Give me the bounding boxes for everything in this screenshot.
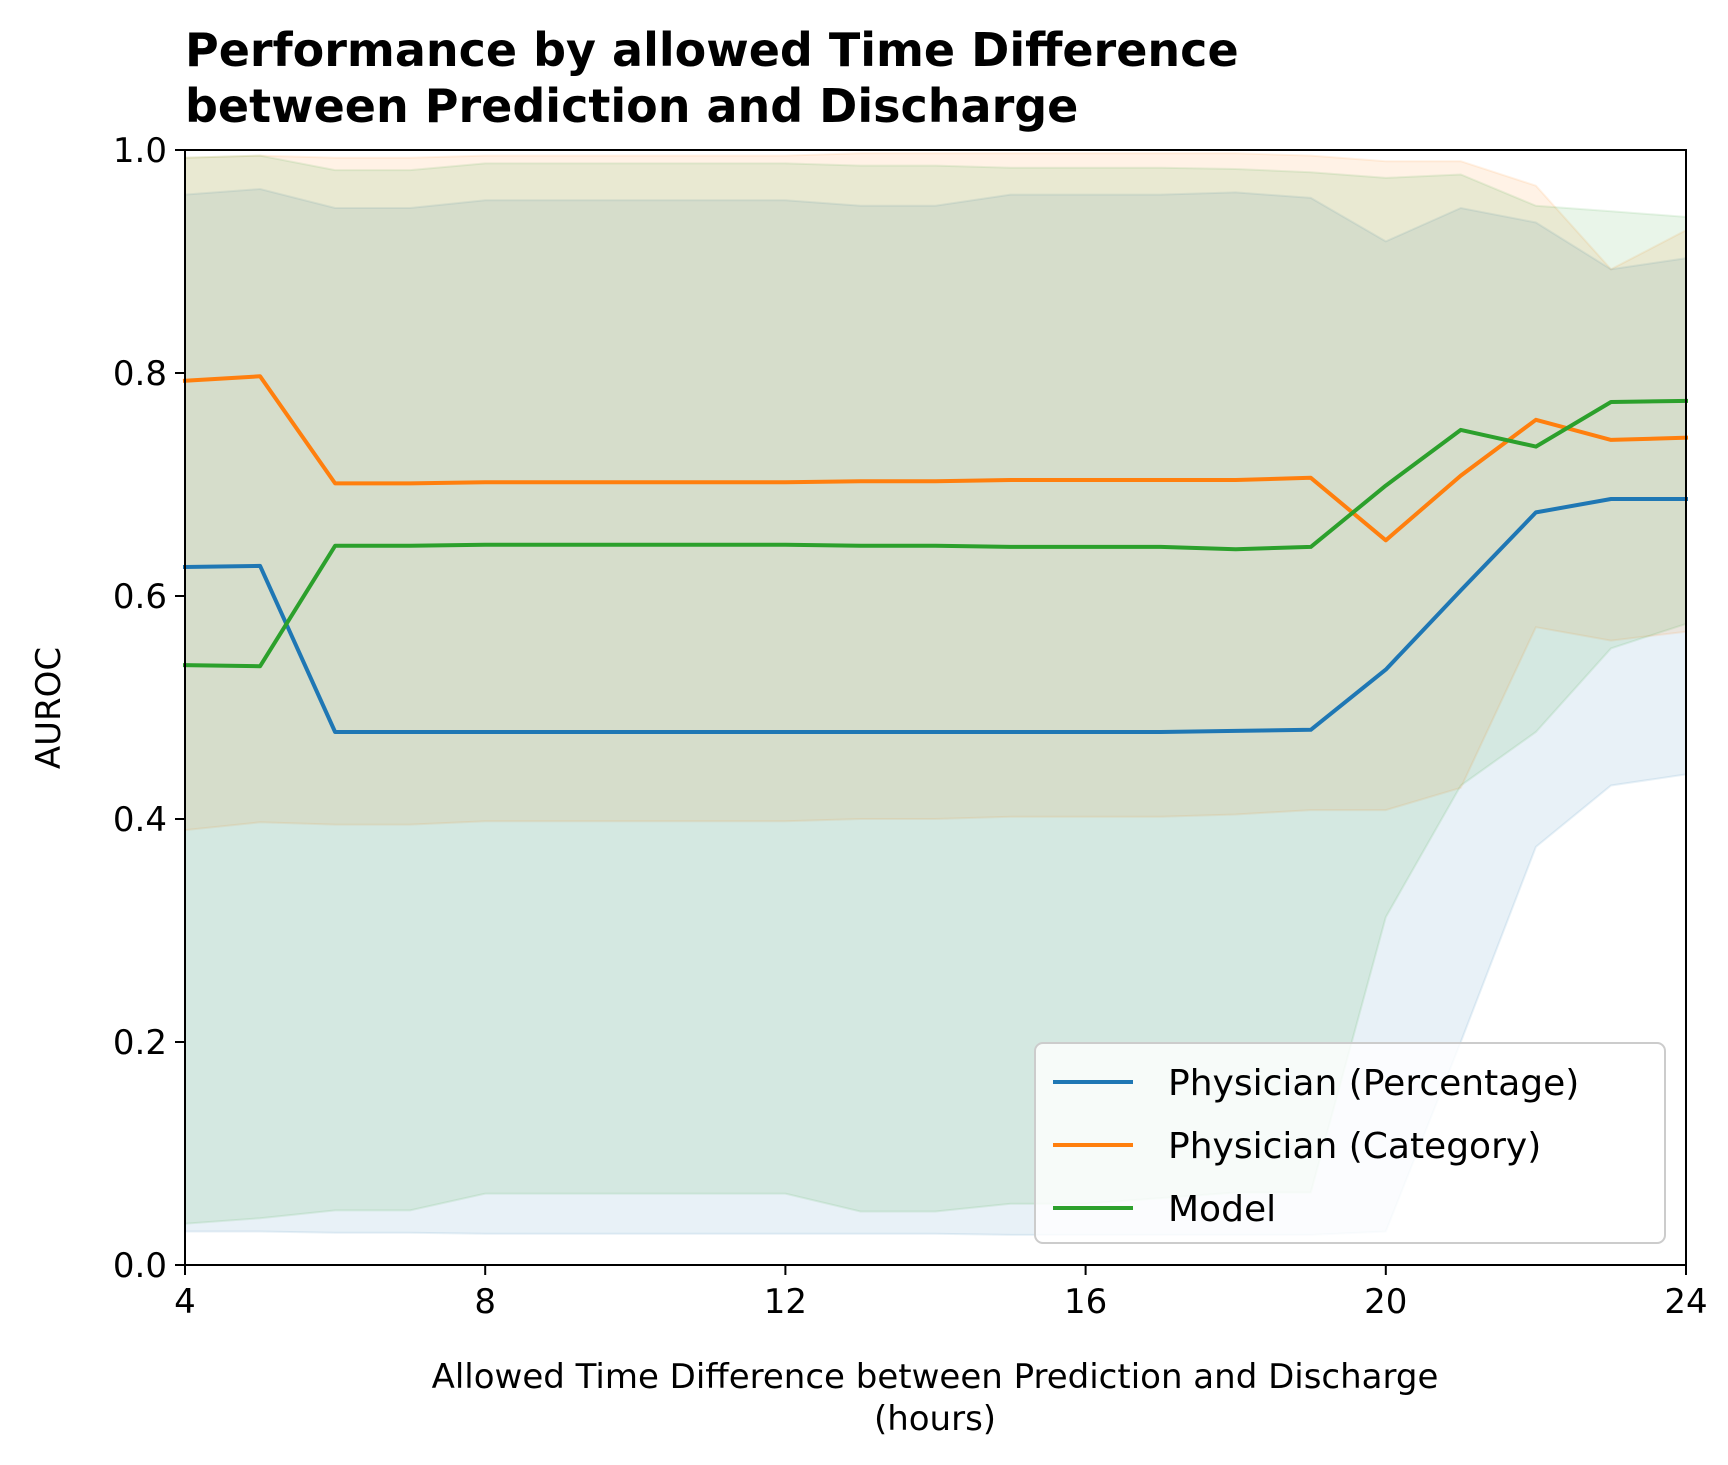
series-line-1 — [182, 374, 1689, 543]
y-tick-label: 0.0 — [113, 1246, 167, 1286]
x-tick-label: 12 — [764, 1282, 807, 1322]
chart-title-line-2: between Prediction and Discharge — [185, 79, 1078, 133]
chart-title-line-1: Performance by allowed Time Difference — [185, 23, 1239, 77]
legend-box — [1034, 1042, 1666, 1244]
y-axis-label: AUROC — [29, 647, 69, 769]
x-tick-label: 24 — [1664, 1282, 1707, 1322]
y-tick-label: 0.6 — [113, 577, 167, 617]
legend-label-0: Physician (Percentage) — [1168, 1063, 1579, 1104]
series-line-2 — [182, 398, 1689, 669]
series-lines — [182, 374, 1689, 734]
series-line-0 — [182, 497, 1688, 734]
x-tick-label: 20 — [1364, 1282, 1407, 1322]
y-axis: 0.0 0.2 0.4 0.6 0.8 1.0 — [113, 131, 185, 1286]
legend: Physician (Percentage) Physician (Categor… — [1034, 1042, 1666, 1244]
y-tick-label: 0.4 — [113, 800, 167, 840]
x-axis: 4 8 12 16 20 24 — [174, 1265, 1708, 1322]
x-axis-label-line-1: Allowed Time Difference between Predicti… — [432, 1357, 1439, 1397]
legend-label-2: Model — [1168, 1189, 1276, 1230]
y-tick-label: 1.0 — [113, 131, 167, 171]
y-tick-label: 0.2 — [113, 1023, 167, 1063]
x-tick-label: 4 — [174, 1282, 196, 1322]
confidence-bands — [184, 152, 1687, 1236]
x-axis-label-line-2: (hours) — [874, 1399, 996, 1439]
x-tick-label: 8 — [474, 1282, 496, 1322]
y-tick-label: 0.8 — [113, 354, 167, 394]
plot-frame — [184, 149, 1687, 1266]
legend-label-1: Physician (Category) — [1168, 1126, 1541, 1167]
x-tick-label: 16 — [1064, 1282, 1107, 1322]
